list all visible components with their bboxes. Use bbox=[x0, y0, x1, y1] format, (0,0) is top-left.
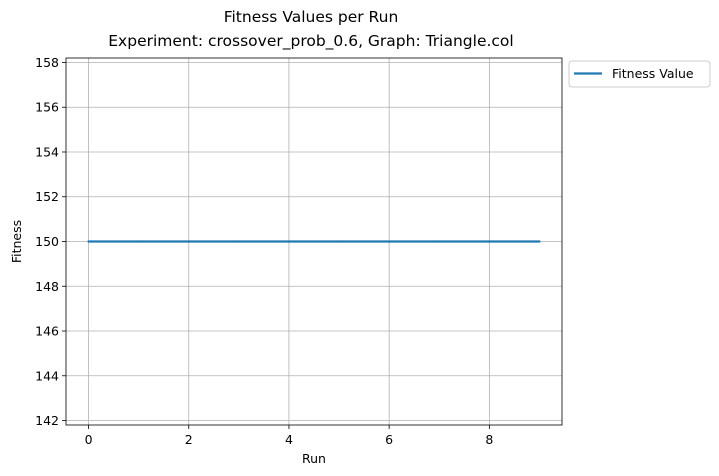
y-tick-label: 146 bbox=[35, 324, 59, 339]
x-tick-label: 6 bbox=[385, 432, 393, 447]
chart-subtitle: Experiment: crossover_prob_0.6, Graph: T… bbox=[108, 32, 513, 51]
data-point bbox=[87, 240, 90, 243]
data-point bbox=[137, 240, 140, 243]
x-tick-label: 0 bbox=[85, 432, 93, 447]
y-axis-label: Fitness bbox=[9, 220, 24, 263]
y-tick-label: 142 bbox=[35, 413, 59, 428]
legend-label-fitness-value: Fitness Value bbox=[612, 66, 694, 81]
y-tick-label: 148 bbox=[35, 279, 59, 294]
y-tick-label: 144 bbox=[35, 368, 59, 383]
data-point bbox=[438, 240, 441, 243]
data-point bbox=[337, 240, 341, 243]
legend-box bbox=[568, 60, 711, 88]
data-point bbox=[237, 240, 240, 243]
data-point bbox=[388, 240, 391, 243]
x-tick-label: 8 bbox=[485, 432, 493, 447]
data-point bbox=[538, 240, 541, 243]
series-layer bbox=[87, 240, 541, 243]
y-tick-label: 154 bbox=[35, 144, 59, 159]
x-axis-label: Run bbox=[302, 451, 326, 466]
data-point bbox=[187, 240, 190, 243]
y-tick-label: 158 bbox=[35, 55, 59, 70]
x-axis-ticks: 0 2 4 6 8 bbox=[85, 425, 493, 447]
x-tick-label: 4 bbox=[285, 432, 293, 447]
y-tick-label: 150 bbox=[35, 234, 59, 249]
data-point bbox=[488, 240, 491, 243]
y-tick-label: 156 bbox=[35, 100, 59, 115]
x-tick-label: 2 bbox=[185, 432, 193, 447]
y-axis-ticks: 142 144 146 148 150 152 154 156 158 bbox=[35, 55, 66, 428]
data-point bbox=[287, 240, 291, 243]
legend: Fitness Value bbox=[568, 60, 711, 88]
chart-title: Fitness Values per Run bbox=[224, 8, 399, 26]
y-tick-label: 152 bbox=[35, 189, 59, 204]
